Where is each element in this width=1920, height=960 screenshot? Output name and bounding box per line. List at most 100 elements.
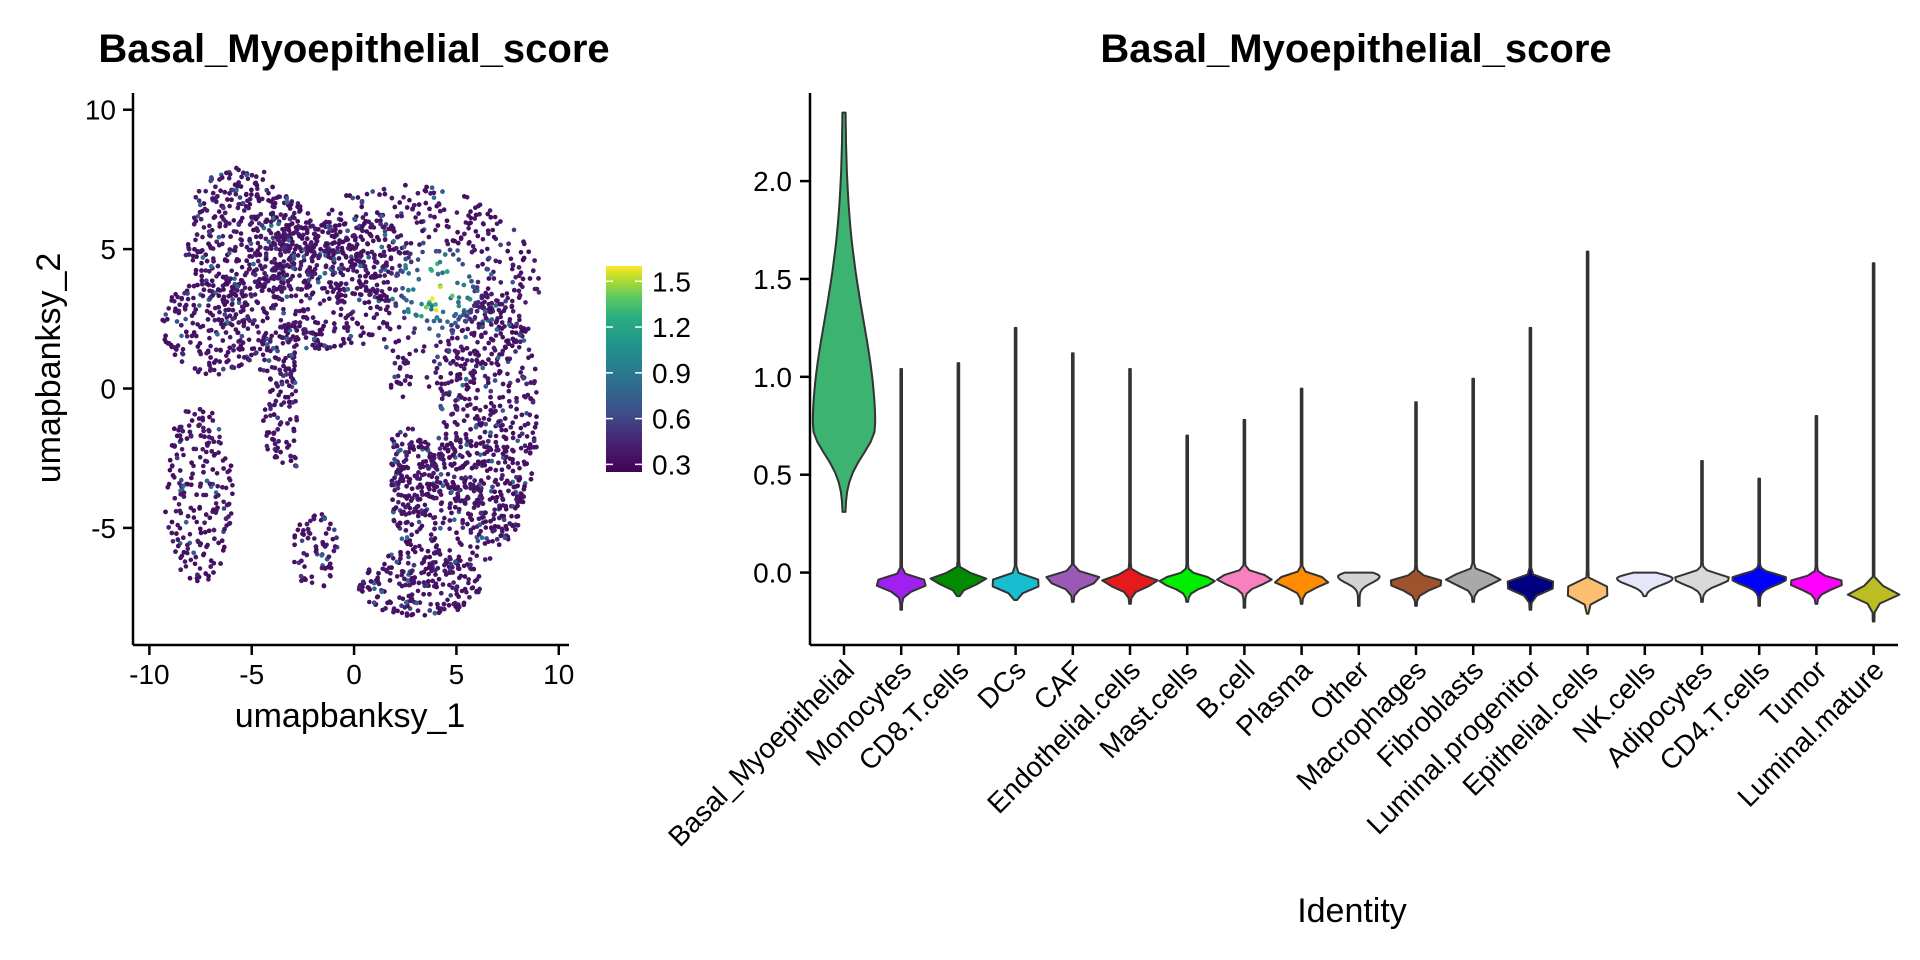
umap-point (292, 380, 298, 386)
umap-point (437, 609, 443, 614)
umap-point (283, 249, 288, 254)
umap-point (207, 295, 213, 301)
umap-point (382, 232, 388, 238)
umap-point (449, 489, 454, 495)
umap-point (166, 306, 171, 311)
umap-point (271, 412, 277, 417)
umap-point (397, 200, 403, 205)
umap-point (268, 211, 274, 217)
umap-point (270, 303, 276, 308)
umap-point (206, 303, 211, 308)
umap-point (447, 582, 452, 588)
umap-point (480, 462, 486, 468)
umap-point (271, 437, 277, 443)
umap-point (380, 607, 385, 613)
umap-point (483, 309, 488, 314)
umap-point (219, 321, 224, 327)
umap-point (449, 510, 454, 516)
umap-point (495, 355, 501, 361)
umap-point (162, 337, 168, 342)
umap-point (437, 446, 443, 451)
umap-point (432, 610, 438, 616)
umap-point (466, 241, 472, 246)
umap-point (405, 578, 411, 583)
umap-point (175, 343, 181, 348)
umap-point (421, 559, 427, 564)
umap-point (301, 327, 306, 333)
umap-point (423, 445, 429, 451)
umap-point (255, 300, 261, 306)
umap-point (216, 293, 222, 299)
umap-point (253, 350, 259, 356)
umap-point (170, 473, 176, 478)
umap-point (493, 258, 499, 264)
umap-point (515, 461, 520, 466)
umap-point (429, 306, 434, 312)
violin-y-tick-label: 0.0 (753, 558, 792, 589)
colorbar-tick-label: 0.6 (652, 404, 691, 435)
umap-point (466, 226, 471, 231)
umap-point (270, 184, 275, 190)
violin-endothelial-cells (1101, 368, 1159, 605)
umap-point (443, 431, 449, 437)
umap-point (438, 284, 443, 290)
umap-point (475, 263, 481, 269)
umap-point (314, 263, 320, 268)
umap-point (284, 336, 289, 342)
umap-point (175, 537, 181, 542)
umap-point (460, 525, 466, 530)
umap-point (326, 526, 332, 531)
umap-point (503, 298, 508, 304)
umap-point (294, 463, 299, 469)
umap-point (377, 192, 382, 197)
umap-point (268, 199, 274, 204)
umap-point (231, 365, 236, 370)
umap-point (464, 358, 470, 363)
umap-point (199, 260, 204, 266)
umap-point (217, 309, 222, 315)
umap-point (214, 274, 219, 279)
umap-point (510, 420, 515, 426)
umap-point (169, 295, 175, 300)
umap-point (463, 376, 469, 382)
umap-point (468, 566, 474, 572)
umap-point (504, 478, 510, 484)
umap-point (189, 333, 195, 339)
umap-point (276, 221, 281, 227)
umap-point (275, 237, 281, 242)
umap-point (203, 458, 208, 464)
umap-point (184, 334, 190, 339)
umap-point (497, 505, 503, 511)
umap-point (436, 451, 442, 457)
umap-point (415, 608, 421, 613)
umap-point (221, 287, 226, 292)
umap-point (327, 220, 332, 225)
umap-point (365, 570, 371, 576)
umap-point (439, 590, 444, 596)
umap-point (191, 295, 196, 301)
umap-point (231, 229, 237, 234)
umap-point (363, 312, 369, 318)
umap-point (229, 322, 235, 328)
umap-point (485, 211, 491, 217)
umap-point (471, 482, 476, 488)
umap-point (221, 506, 227, 511)
umap-point (446, 348, 452, 353)
umap-point (403, 432, 408, 438)
umap-point (489, 351, 495, 357)
colorbar-gradient (606, 266, 642, 472)
umap-point (397, 520, 403, 526)
umap-point (259, 266, 265, 272)
umap-point (233, 192, 239, 197)
umap-point (511, 484, 517, 490)
umap-point (295, 253, 301, 258)
umap-point (357, 292, 363, 297)
umap-point (297, 320, 303, 325)
umap-point (455, 495, 461, 501)
umap-point (438, 375, 444, 380)
umap-point (174, 319, 180, 324)
umap-point (416, 276, 422, 282)
umap-point (395, 234, 400, 240)
umap-point (253, 174, 259, 179)
umap-point (293, 399, 298, 404)
